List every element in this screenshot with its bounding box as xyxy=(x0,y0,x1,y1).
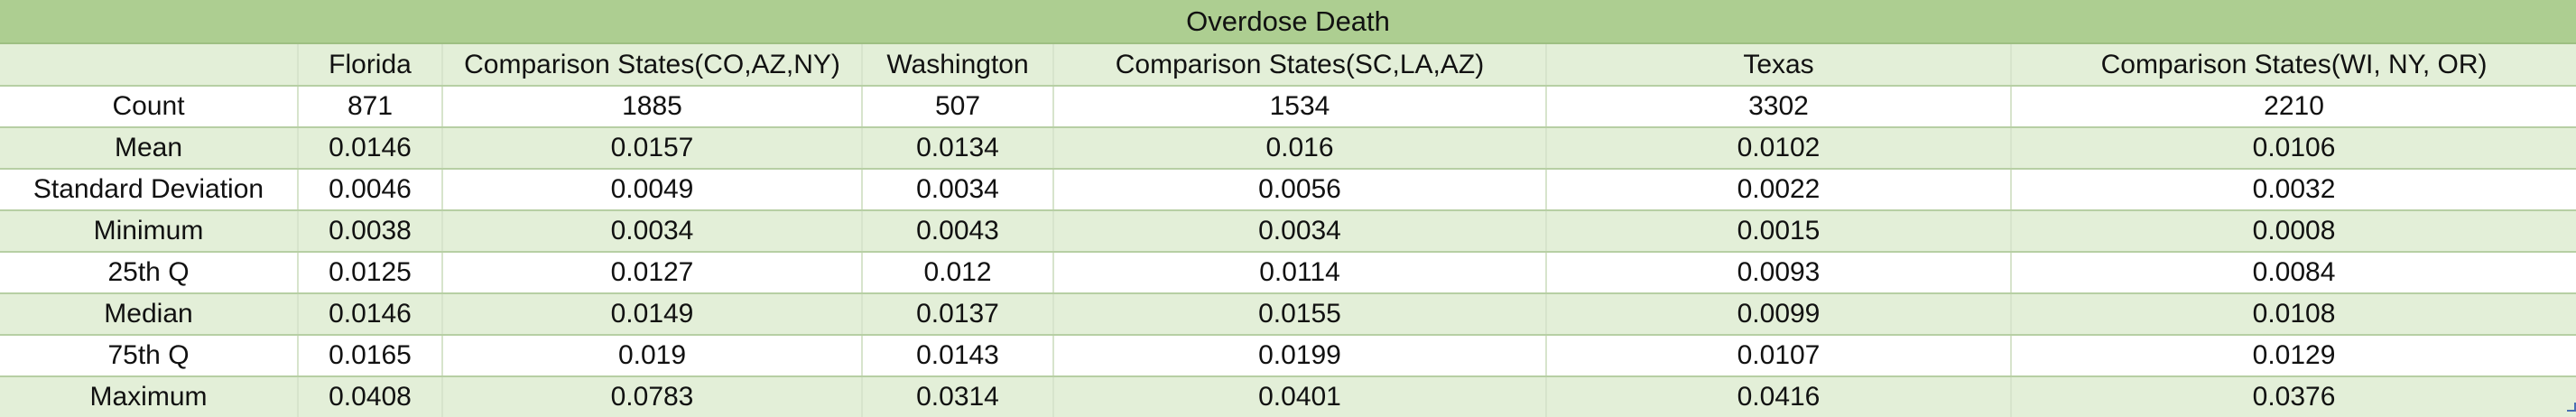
table-cell: 0.0043 xyxy=(861,210,1053,253)
row-label: Median xyxy=(0,293,298,336)
table-cell: 0.0127 xyxy=(441,252,862,294)
table-cell: 0.0146 xyxy=(297,127,442,170)
table-cell: 0.0102 xyxy=(1545,127,2011,170)
table-cell: 0.0129 xyxy=(2009,335,2576,377)
table-cell: 0.0034 xyxy=(1052,210,1546,253)
table-cell: 0.0408 xyxy=(297,376,442,417)
column-header-stat xyxy=(0,43,298,87)
table-cell: 0.0155 xyxy=(1052,293,1546,336)
table-cell: 0.0015 xyxy=(1545,210,2011,253)
table-cell: 0.0199 xyxy=(1052,335,1546,377)
table-cell: 1534 xyxy=(1052,86,1546,128)
row-label: Standard Deviation xyxy=(0,169,298,211)
table-cell: 0.0108 xyxy=(2009,293,2576,336)
table-row-standard-deviation: Standard Deviation 0.0046 0.0049 0.0034 … xyxy=(0,169,2576,211)
table-row-median: Median 0.0146 0.0149 0.0137 0.0155 0.009… xyxy=(0,293,2576,336)
table-cell: 0.0093 xyxy=(1545,252,2011,294)
table-cell: 0.0146 xyxy=(297,293,442,336)
table-cell: 0.019 xyxy=(441,335,862,377)
table-cell: 0.0783 xyxy=(441,376,862,417)
table-row-count: Count 871 1885 507 1534 3302 2210 xyxy=(0,86,2576,128)
table-cell: 0.0165 xyxy=(297,335,442,377)
resize-handle-icon[interactable] xyxy=(2567,403,2576,412)
table-cell: 0.0125 xyxy=(297,252,442,294)
column-header-comparison-sc-la-az: Comparison States(SC,LA,AZ) xyxy=(1052,43,1546,87)
table-cell: 0.0099 xyxy=(1545,293,2011,336)
row-label: Minimum xyxy=(0,210,298,253)
table-cell: 0.0107 xyxy=(1545,335,2011,377)
table-cell: 0.0114 xyxy=(1052,252,1546,294)
table-cell: 0.0008 xyxy=(2009,210,2576,253)
column-header-florida: Florida xyxy=(297,43,442,87)
table-cell: 0.0137 xyxy=(861,293,1053,336)
table-row-minimum: Minimum 0.0038 0.0034 0.0043 0.0034 0.00… xyxy=(0,210,2576,253)
column-header-washington: Washington xyxy=(861,43,1053,87)
table-cell: 0.0049 xyxy=(441,169,862,211)
table-cell: 0.0022 xyxy=(1545,169,2011,211)
table-title-row: Overdose Death xyxy=(0,0,2576,44)
table-row-75th-q: 75th Q 0.0165 0.019 0.0143 0.0199 0.0107… xyxy=(0,335,2576,377)
table-row-maximum: Maximum 0.0408 0.0783 0.0314 0.0401 0.04… xyxy=(0,376,2576,417)
table-cell: 0.0401 xyxy=(1052,376,1546,417)
table-cell: 0.0032 xyxy=(2009,169,2576,211)
table-row-mean: Mean 0.0146 0.0157 0.0134 0.016 0.0102 0… xyxy=(0,127,2576,170)
table-cell: 507 xyxy=(861,86,1053,128)
row-label: 75th Q xyxy=(0,335,298,377)
table-cell: 0.0084 xyxy=(2009,252,2576,294)
table-cell: 0.0038 xyxy=(297,210,442,253)
table-cell: 0.0143 xyxy=(861,335,1053,377)
table-cell: 2210 xyxy=(2009,86,2576,128)
table-cell: 0.0157 xyxy=(441,127,862,170)
table-cell: 0.0034 xyxy=(861,169,1053,211)
table-cell: 871 xyxy=(297,86,442,128)
table-cell: 1885 xyxy=(441,86,862,128)
row-label: Count xyxy=(0,86,298,128)
table-cell: 0.0376 xyxy=(2009,376,2576,417)
column-header-texas: Texas xyxy=(1545,43,2011,87)
row-label: Maximum xyxy=(0,376,298,417)
table-cell: 0.012 xyxy=(861,252,1053,294)
table-row-25th-q: 25th Q 0.0125 0.0127 0.012 0.0114 0.0093… xyxy=(0,252,2576,294)
table-cell: 3302 xyxy=(1545,86,2011,128)
column-header-comparison-co-az-ny: Comparison States(CO,AZ,NY) xyxy=(441,43,862,87)
table-cell: 0.0046 xyxy=(297,169,442,211)
table-cell: 0.0416 xyxy=(1545,376,2011,417)
table-cell: 0.016 xyxy=(1052,127,1546,170)
row-label: 25th Q xyxy=(0,252,298,294)
table-cell: 0.0134 xyxy=(861,127,1053,170)
table-cell: 0.0314 xyxy=(861,376,1053,417)
table-cell: 0.0034 xyxy=(441,210,862,253)
row-label: Mean xyxy=(0,127,298,170)
table-title: Overdose Death xyxy=(0,0,2576,44)
column-header-row: Florida Comparison States(CO,AZ,NY) Wash… xyxy=(0,43,2576,87)
table-cell: 0.0056 xyxy=(1052,169,1546,211)
column-header-comparison-wi-ny-or: Comparison States(WI, NY, OR) xyxy=(2009,43,2576,87)
table-cell: 0.0106 xyxy=(2009,127,2576,170)
table-cell: 0.0149 xyxy=(441,293,862,336)
